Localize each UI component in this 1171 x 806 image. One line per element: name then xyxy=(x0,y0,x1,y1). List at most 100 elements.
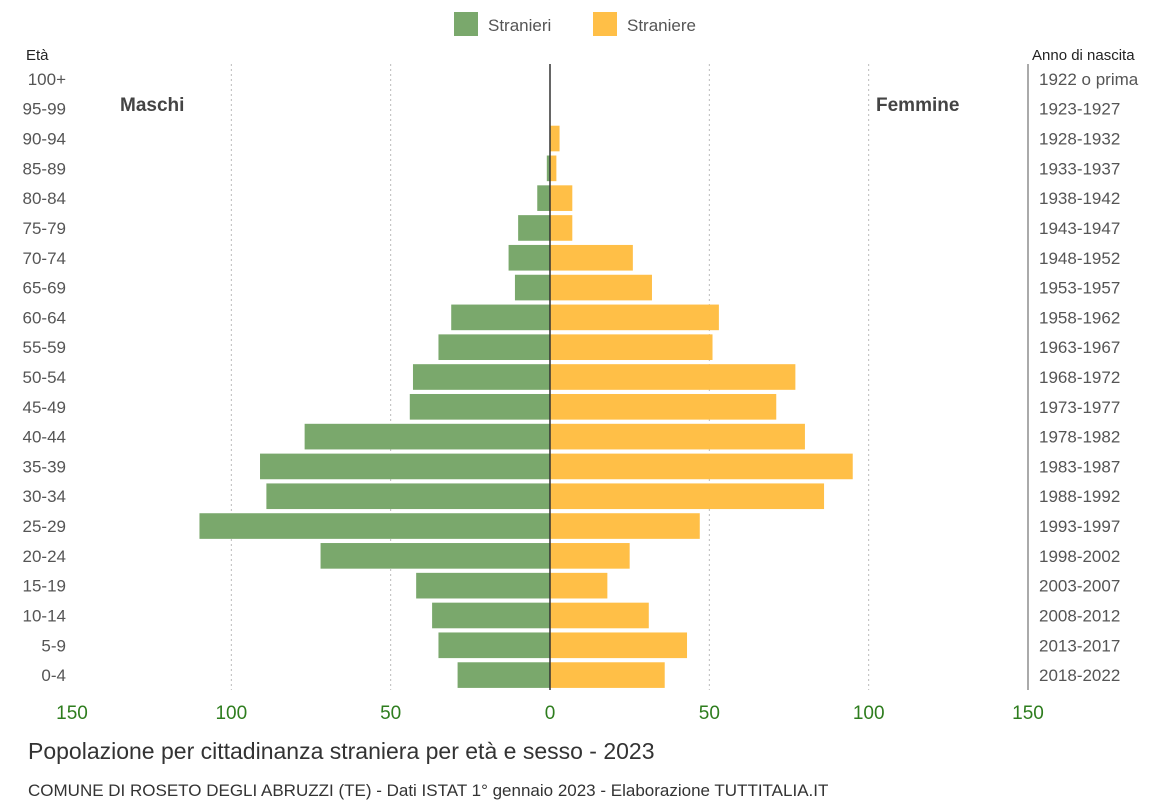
bar-female-10-14 xyxy=(550,602,649,629)
birth-year-tick-label: 1953-1957 xyxy=(1039,279,1120,298)
age-tick-label: 80-84 xyxy=(23,189,66,208)
bar-male-0-4 xyxy=(457,662,550,688)
bars xyxy=(199,125,853,688)
bar-male-60-64 xyxy=(451,304,550,331)
birth-year-tick-label: 2013-2017 xyxy=(1039,636,1120,655)
x-tick-label: 50 xyxy=(699,703,720,724)
x-tick-labels: 150 100 50 0 50 100 150 xyxy=(56,703,1044,724)
bar-female-25-29 xyxy=(550,513,700,539)
age-tick-label: 10-14 xyxy=(23,606,66,625)
bar-male-20-24 xyxy=(320,543,550,569)
legend: Stranieri Straniere xyxy=(454,12,696,36)
age-tick-label: 85-89 xyxy=(23,159,66,178)
age-tick-label: 50-54 xyxy=(23,368,66,387)
chart-source: COMUNE DI ROSETO DEGLI ABRUZZI (TE) - Da… xyxy=(28,781,828,800)
age-tick-label: 75-79 xyxy=(23,219,66,238)
bar-female-20-24 xyxy=(550,543,630,569)
bar-male-35-39 xyxy=(260,453,550,480)
birth-year-tick-label: 1988-1992 xyxy=(1039,487,1120,506)
birth-year-tick-label: 1993-1997 xyxy=(1039,517,1120,536)
bar-male-65-69 xyxy=(514,274,550,301)
birth-year-tick-label: 2008-2012 xyxy=(1039,606,1120,625)
bar-female-5-9 xyxy=(550,632,688,659)
right-axis-label: Anno di nascita xyxy=(1032,47,1135,64)
age-tick-label: 95-99 xyxy=(23,100,66,119)
bar-female-90-94 xyxy=(550,125,560,152)
bar-female-70-74 xyxy=(550,244,633,271)
age-tick-label: 40-44 xyxy=(23,428,66,447)
left-side-label: Maschi xyxy=(120,95,184,116)
chart-title: Popolazione per cittadinanza straniera p… xyxy=(28,738,655,764)
bar-female-60-64 xyxy=(550,304,719,331)
x-tick-label: 100 xyxy=(853,703,885,724)
age-tick-label: 35-39 xyxy=(23,457,66,476)
legend-label-stranieri: Stranieri xyxy=(488,16,551,35)
age-tick-label: 70-74 xyxy=(23,249,66,268)
bar-male-30-34 xyxy=(266,483,550,510)
bar-female-40-44 xyxy=(550,423,805,450)
x-tick-label: 50 xyxy=(380,703,401,724)
bar-female-85-89 xyxy=(550,155,557,182)
x-tick-label: 150 xyxy=(1012,703,1044,724)
right-side-label: Femmine xyxy=(876,95,959,116)
bar-female-75-79 xyxy=(550,215,573,241)
birth-year-tick-label: 1923-1927 xyxy=(1039,100,1120,119)
bar-female-15-19 xyxy=(550,572,608,599)
x-tick-label: 150 xyxy=(56,703,88,724)
age-tick-label: 30-34 xyxy=(23,487,66,506)
legend-swatch-stranieri xyxy=(454,12,478,36)
age-tick-label: 60-64 xyxy=(23,308,66,327)
age-tick-label: 55-59 xyxy=(23,338,66,357)
birth-year-tick-label: 1958-1962 xyxy=(1039,308,1120,327)
age-tick-labels: 100+ 95-99 90-94 85-89 80-84 75-79 70-74 65-69 6… xyxy=(23,70,67,685)
birth-year-tick-label: 1963-1967 xyxy=(1039,338,1120,357)
age-tick-label: 5-9 xyxy=(41,636,66,655)
age-tick-label: 90-94 xyxy=(23,130,66,149)
age-tick-label: 25-29 xyxy=(23,517,66,536)
bar-male-85-89 xyxy=(546,155,550,182)
bar-female-50-54 xyxy=(550,364,796,390)
bar-female-45-49 xyxy=(550,393,777,420)
bar-female-30-34 xyxy=(550,483,825,510)
bar-female-0-4 xyxy=(550,662,665,688)
birth-year-tick-label: 1968-1972 xyxy=(1039,368,1120,387)
bar-female-65-69 xyxy=(550,274,652,301)
birth-year-tick-label: 1998-2002 xyxy=(1039,547,1120,566)
birth-year-tick-label: 1938-1942 xyxy=(1039,189,1120,208)
bar-male-25-29 xyxy=(199,513,550,539)
bar-male-75-79 xyxy=(518,215,550,241)
bar-female-80-84 xyxy=(550,185,573,211)
birth-year-tick-label: 2003-2007 xyxy=(1039,577,1120,596)
x-tick-label: 100 xyxy=(215,703,247,724)
birth-year-tick-label: 2018-2022 xyxy=(1039,666,1120,685)
birth-year-tick-label: 1978-1982 xyxy=(1039,428,1120,447)
x-tick-label: 0 xyxy=(545,703,556,724)
birth-year-tick-label: 1973-1977 xyxy=(1039,398,1120,417)
birth-year-tick-label: 1933-1937 xyxy=(1039,159,1120,178)
bar-male-55-59 xyxy=(438,334,550,361)
bar-female-55-59 xyxy=(550,334,713,361)
grid-lines xyxy=(230,64,870,690)
birth-year-tick-label: 1922 o prima xyxy=(1039,70,1139,89)
bar-female-35-39 xyxy=(550,453,853,480)
bar-male-5-9 xyxy=(438,632,550,659)
age-tick-label: 45-49 xyxy=(23,398,66,417)
legend-label-straniere: Straniere xyxy=(627,16,696,35)
age-tick-label: 0-4 xyxy=(41,666,66,685)
bar-male-40-44 xyxy=(304,423,550,450)
bar-male-80-84 xyxy=(537,185,550,211)
age-tick-label: 15-19 xyxy=(23,577,66,596)
birth-year-tick-label: 1983-1987 xyxy=(1039,457,1120,476)
bar-male-15-19 xyxy=(416,572,550,599)
birth-year-tick-labels: 1922 o prima 1923-1927 1928-1932 1933-1937 1… xyxy=(1039,70,1139,685)
left-axis-label: Età xyxy=(26,47,49,64)
bar-male-70-74 xyxy=(508,244,550,271)
age-tick-label: 20-24 xyxy=(23,547,66,566)
birth-year-tick-label: 1948-1952 xyxy=(1039,249,1120,268)
age-tick-label: 65-69 xyxy=(23,279,66,298)
legend-swatch-straniere xyxy=(593,12,617,36)
age-tick-label: 100+ xyxy=(28,70,66,89)
bar-male-10-14 xyxy=(432,602,550,629)
birth-year-tick-label: 1943-1947 xyxy=(1039,219,1120,238)
